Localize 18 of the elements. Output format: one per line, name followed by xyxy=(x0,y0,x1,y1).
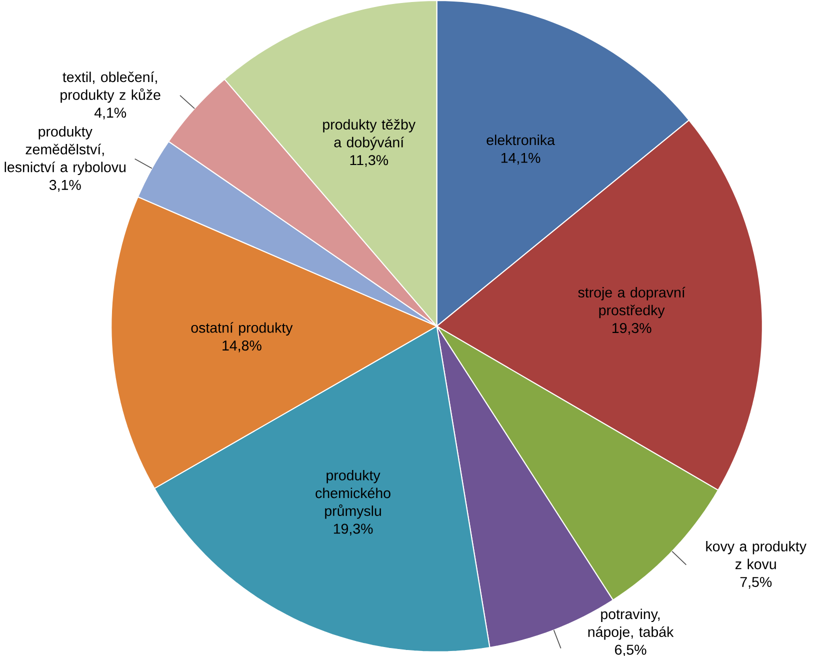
data-label: 3,1% xyxy=(49,180,81,192)
data-label: 14,8% xyxy=(222,340,262,352)
slice-label: stroje a dopravní prostředky xyxy=(578,286,686,318)
data-label: 6,5% xyxy=(615,644,646,656)
slice-label: kovy a produkty z kovu xyxy=(706,540,806,569)
data-label: 4,1% xyxy=(94,107,126,120)
slice-label: produkty těžby a dobývání xyxy=(323,118,416,150)
slice-label: potraviny, nápoje, tabák xyxy=(588,608,674,640)
data-label: 7,5% xyxy=(740,576,772,588)
data-label: 19,3% xyxy=(612,322,652,335)
slice-label: textil, oblečení, produkty z kůže xyxy=(60,71,160,103)
slice-label: produkty chemického průmyslu xyxy=(316,470,390,519)
data-label: 14,1% xyxy=(501,152,540,164)
data-label: 11,3% xyxy=(350,154,388,167)
slice-label: ostatní produkty xyxy=(191,322,293,336)
slice-label: produkty zemědělství, lesnictví a rybolovu xyxy=(4,126,126,175)
slice-label: elektronika xyxy=(486,134,555,145)
data-label: 19,3% xyxy=(334,523,373,536)
